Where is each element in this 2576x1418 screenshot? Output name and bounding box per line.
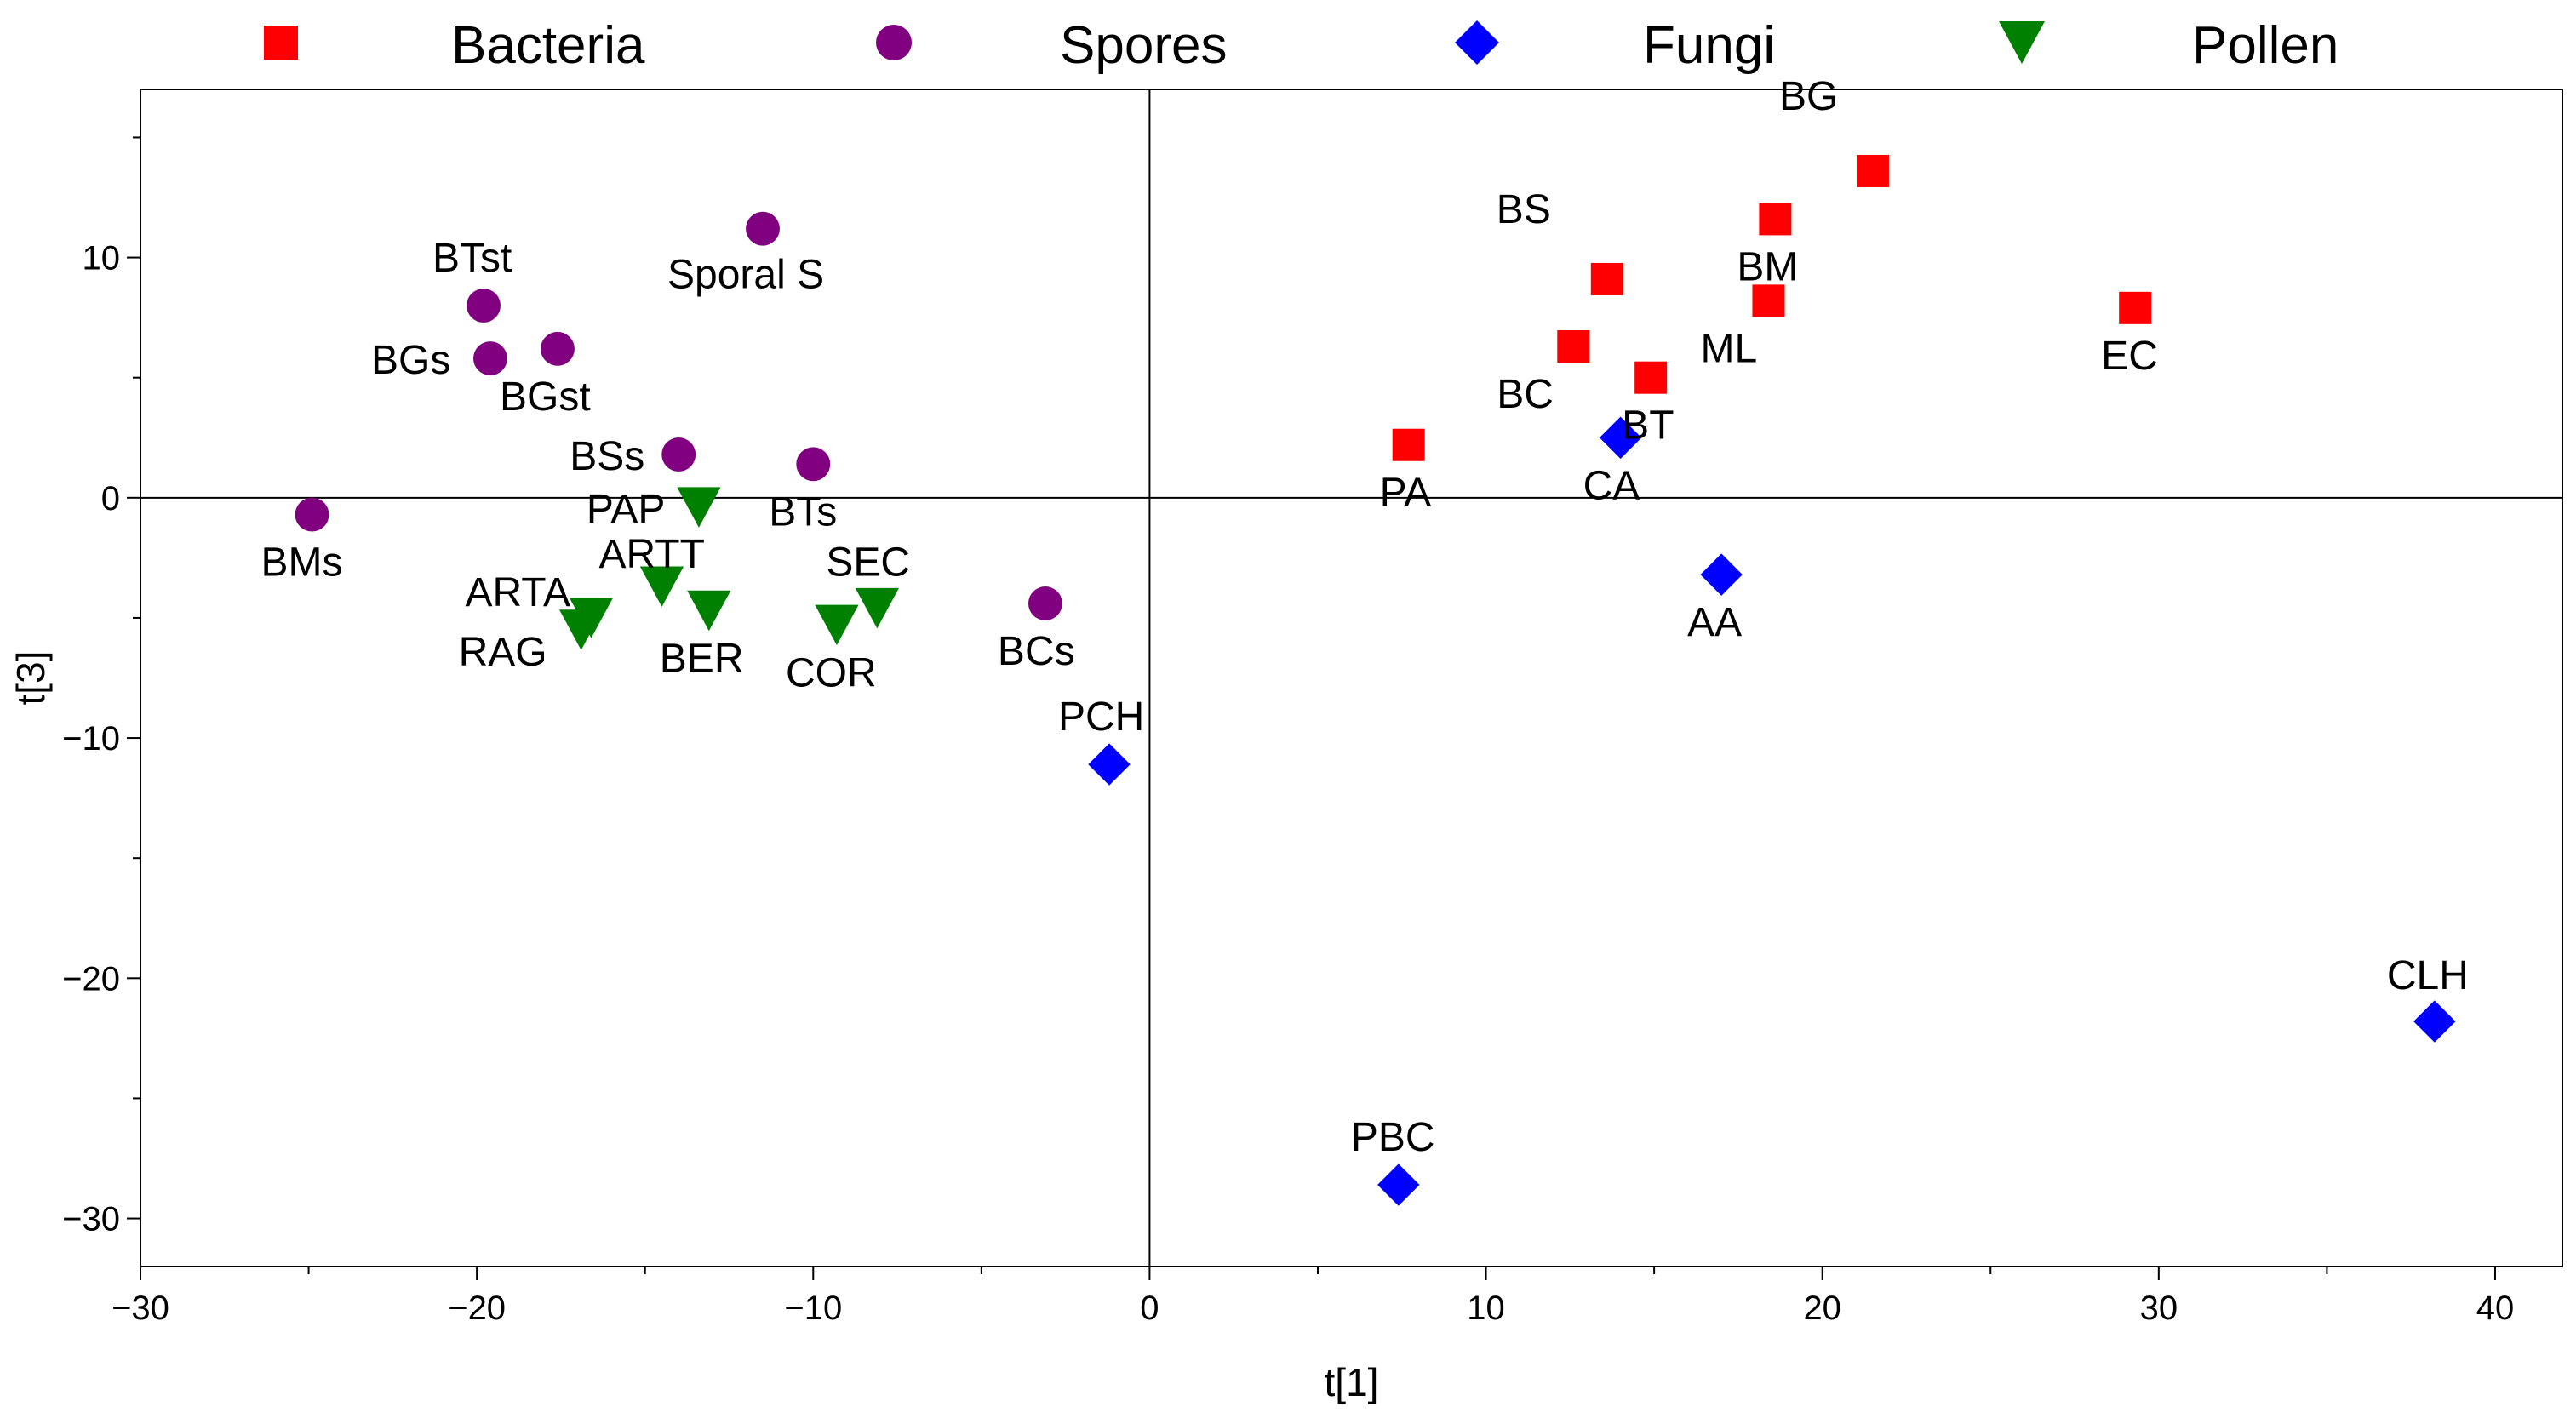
- y-axis-title: t[3]: [9, 651, 53, 706]
- point-ml: [1752, 284, 1785, 317]
- point-aa: [1700, 553, 1743, 596]
- point-label-pbc: PBC: [1351, 1115, 1435, 1160]
- x-tick-label: 40: [2476, 1289, 2515, 1327]
- point-label-cor: COR: [786, 650, 877, 695]
- point-label-bgst: BGst: [500, 375, 591, 420]
- point-bc: [1557, 330, 1590, 363]
- point-pch: [1088, 743, 1131, 786]
- point-ber: [687, 590, 731, 632]
- legend-marker-spores: [876, 25, 912, 60]
- point-labels: BG BM BS ML EC BC BT PA Sporal S BTst BGs BGst BSs BT…: [261, 74, 2469, 1160]
- point-label-btst: BTst: [432, 236, 512, 281]
- point-label-clh: CLH: [2387, 953, 2469, 998]
- point-label-aa: AA: [1687, 600, 1742, 645]
- y-tick-label: −10: [62, 720, 120, 758]
- x-tick-label: −20: [448, 1289, 506, 1327]
- point-bgst: [541, 331, 575, 366]
- point-bm: [1759, 203, 1792, 236]
- point-bss: [661, 437, 696, 472]
- point-rag: [558, 609, 604, 650]
- point-label-arta: ARTA: [465, 570, 570, 615]
- point-bt: [1634, 361, 1668, 394]
- point-label-bms: BMs: [261, 540, 343, 586]
- legend-marker-pollen: [1999, 21, 2045, 64]
- point-label-bt: BT: [1622, 403, 1674, 449]
- x-tick-label: 20: [1803, 1289, 1841, 1327]
- point-label-bss: BSs: [570, 434, 644, 479]
- y-tick-label: −20: [62, 960, 120, 998]
- point-artt: [639, 566, 684, 607]
- point-label-bm: BM: [1737, 244, 1798, 289]
- point-label-ml: ML: [1700, 326, 1757, 371]
- point-bs: [1590, 262, 1623, 295]
- point-btst: [467, 289, 501, 323]
- point-label-bc: BC: [1497, 372, 1554, 417]
- x-axis-title: t[1]: [1325, 1360, 1379, 1404]
- point-label-artt: ARTT: [598, 532, 704, 577]
- point-pa: [1392, 428, 1425, 461]
- point-ec: [2119, 291, 2152, 324]
- point-label-sporal-s: Sporal S: [667, 253, 824, 298]
- y-tick-label: 0: [101, 480, 120, 517]
- data-points: [295, 154, 2456, 1206]
- legend-label-fungi: Fungi: [1643, 16, 1775, 75]
- point-bts: [796, 447, 831, 482]
- point-label-bcs: BCs: [998, 629, 1075, 674]
- y-tick-label: 10: [83, 240, 121, 277]
- legend-label-pollen: Pollen: [2192, 16, 2338, 75]
- point-label-rag: RAG: [459, 630, 547, 675]
- plot-area-border: [140, 89, 2563, 1267]
- x-tick-label: −10: [784, 1289, 842, 1327]
- point-label-sec: SEC: [826, 540, 910, 586]
- y-tick-label: −30: [62, 1201, 120, 1238]
- point-bg: [1856, 154, 1889, 187]
- point-bgs: [472, 341, 507, 376]
- point-ca: [1599, 416, 1642, 459]
- point-label-pap: PAP: [587, 487, 665, 532]
- point-label-bs: BS: [1497, 187, 1551, 232]
- legend-marker-fungi: [1455, 20, 1499, 65]
- axis-ticks: −30 −20 −10 0 10 20 30 40 10 0 −10 −20 −30: [62, 136, 2515, 1327]
- legend-label-bacteria: Bacteria: [451, 16, 645, 75]
- x-tick-label: 0: [1140, 1289, 1159, 1327]
- legend: Bacteria Spores Fungi Pollen: [264, 16, 2338, 75]
- point-pap: [677, 487, 721, 528]
- point-label-bg: BG: [1779, 74, 1838, 119]
- point-sporal-s: [746, 211, 780, 246]
- point-clh: [2413, 1000, 2456, 1043]
- point-sec: [855, 587, 900, 629]
- point-label-bgs: BGs: [371, 338, 450, 383]
- x-tick-label: 30: [2140, 1289, 2178, 1327]
- point-label-ec: EC: [2101, 334, 2158, 379]
- point-bcs: [1028, 586, 1062, 620]
- legend-label-spores: Spores: [1060, 16, 1227, 75]
- point-label-ca: CA: [1583, 463, 1640, 508]
- x-tick-label: −30: [112, 1289, 169, 1327]
- point-cor: [815, 604, 859, 646]
- plot-frame: [140, 89, 2563, 1267]
- point-pbc: [1377, 1164, 1420, 1206]
- point-bms: [295, 497, 329, 532]
- point-label-ber: BER: [660, 636, 744, 681]
- point-label-pch: PCH: [1058, 695, 1144, 740]
- point-label-bts: BTs: [769, 489, 837, 535]
- x-tick-label: 10: [1467, 1289, 1505, 1327]
- point-label-pa: PA: [1380, 471, 1431, 516]
- legend-marker-bacteria: [264, 26, 298, 60]
